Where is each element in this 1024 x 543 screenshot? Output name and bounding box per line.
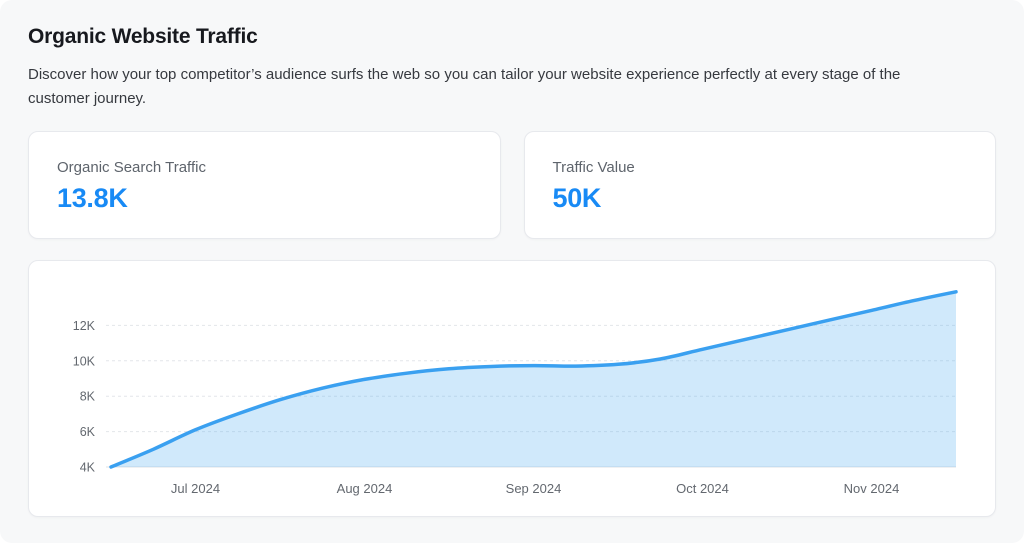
svg-text:Nov 2024: Nov 2024 xyxy=(844,481,900,496)
svg-text:Oct 2024: Oct 2024 xyxy=(676,481,729,496)
svg-text:6K: 6K xyxy=(80,425,96,439)
svg-text:Sep 2024: Sep 2024 xyxy=(506,481,562,496)
stat-value-traffic-value: 50K xyxy=(552,183,602,213)
report-header: Organic Website Traffic Discover how you… xyxy=(28,25,996,111)
stat-card-traffic-value: Traffic Value 50K xyxy=(523,131,996,239)
traffic-chart-card: 4K 6K 8K 10K 12K Jul 2024 Aug 2024 Sep 2024 Oct … xyxy=(28,260,996,517)
stat-label-traffic-value: Traffic Value xyxy=(552,159,635,176)
page-title: Organic Website Traffic xyxy=(28,25,258,48)
svg-text:8K: 8K xyxy=(80,390,96,404)
svg-text:Aug 2024: Aug 2024 xyxy=(337,481,393,496)
page-description: Discover how your top competitor’s audie… xyxy=(28,66,901,107)
stat-value-organic-search-traffic: 13.8K xyxy=(57,183,128,213)
traffic-chart-svg[interactable]: 4K 6K 8K 10K 12K Jul 2024 Aug 2024 Sep 2024 Oct … xyxy=(29,261,994,514)
svg-text:4K: 4K xyxy=(80,461,96,475)
svg-text:Jul 2024: Jul 2024 xyxy=(171,481,220,496)
svg-text:10K: 10K xyxy=(73,354,96,368)
stat-card-organic-search-traffic: Organic Search Traffic 13.8K xyxy=(28,131,501,239)
svg-text:12K: 12K xyxy=(73,319,96,333)
stats-row: Organic Search Traffic 13.8K Traffic Val… xyxy=(28,131,996,239)
stat-label-organic-search-traffic: Organic Search Traffic xyxy=(57,159,206,176)
